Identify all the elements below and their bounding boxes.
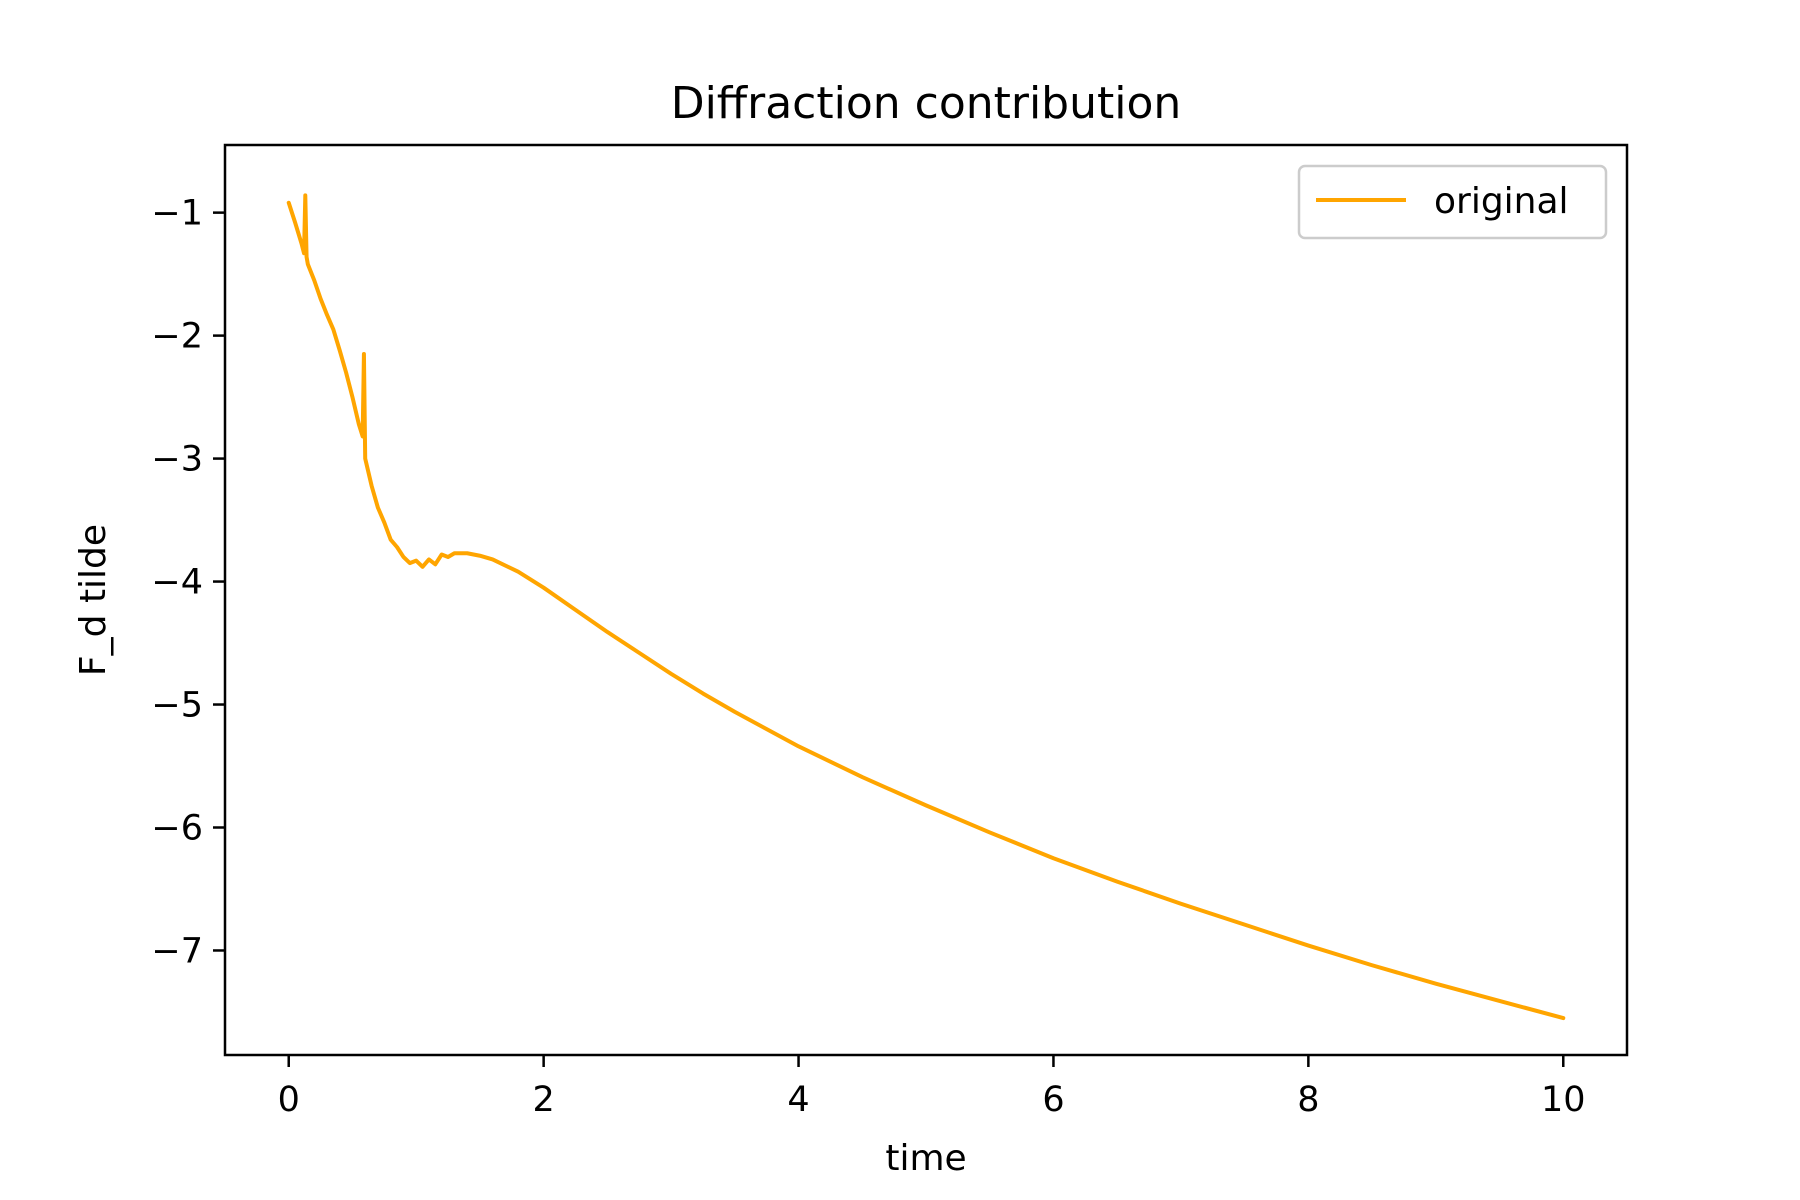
x-tick-label: 4 — [787, 1080, 809, 1120]
x-axis-ticks: 0 2 4 6 8 10 — [278, 1055, 1586, 1120]
axes-frame — [223, 143, 1629, 1057]
x-tick-label: 2 — [532, 1080, 554, 1120]
y-tick-label: −3 — [151, 440, 203, 480]
legend-label-original: original — [1434, 181, 1569, 222]
x-tick-label: 0 — [278, 1080, 300, 1120]
x-tick-label: 8 — [1297, 1080, 1319, 1120]
x-tick-label: 6 — [1042, 1080, 1064, 1120]
y-tick-label: −2 — [151, 317, 203, 357]
y-tick-label: −1 — [151, 194, 203, 234]
y-axis-ticks: −1 −2 −3 −4 −5 −6 −7 — [151, 194, 225, 971]
legend-box — [1297, 164, 1608, 240]
series-line-original — [286, 193, 1566, 1021]
x-axis-label: time — [885, 1138, 966, 1179]
x-tick-label: 10 — [1541, 1080, 1586, 1120]
chart-title: Diffraction contribution — [671, 78, 1182, 129]
y-tick-label: −7 — [151, 931, 203, 971]
y-tick-label: −6 — [151, 809, 203, 849]
y-axis-label: F_d tilde — [73, 524, 114, 676]
y-tick-label: −5 — [151, 686, 203, 726]
plot-area — [286, 193, 1566, 1021]
y-tick-label: −4 — [151, 563, 203, 603]
legend: original — [1297, 164, 1608, 240]
